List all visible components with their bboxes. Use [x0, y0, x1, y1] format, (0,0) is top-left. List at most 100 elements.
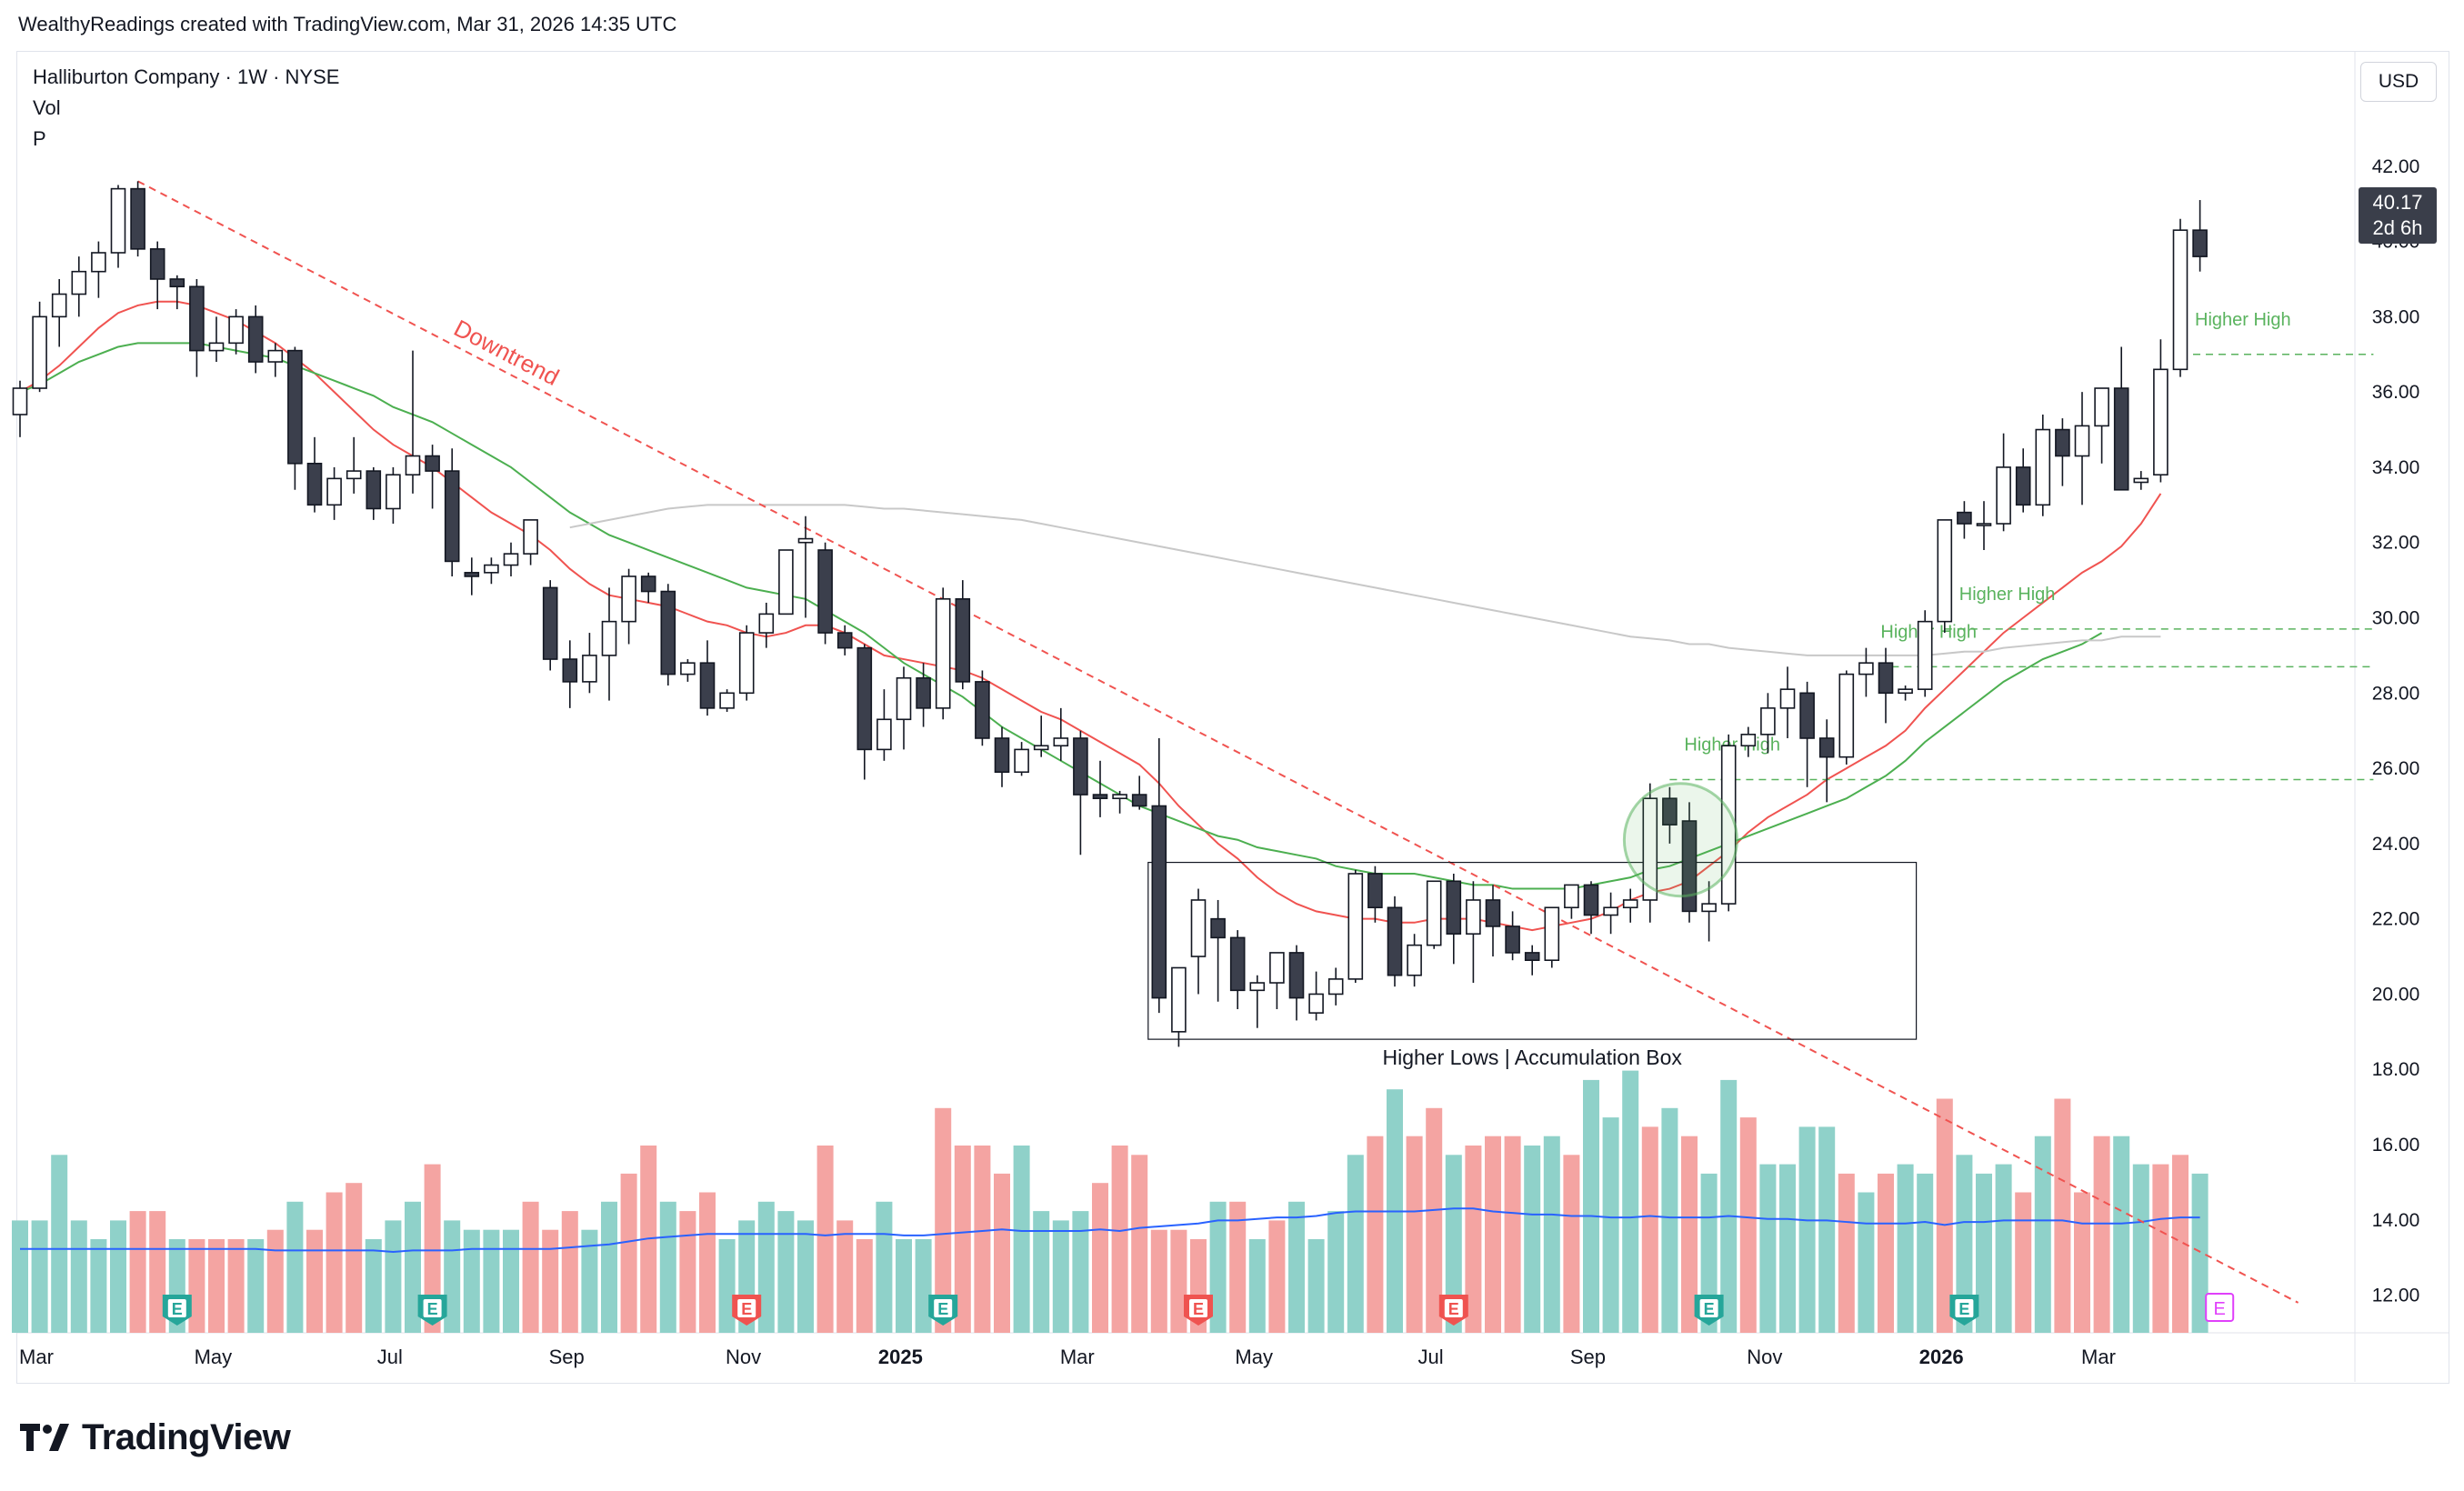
- volume-bar: [1445, 1155, 1462, 1333]
- candle-body: [1014, 748, 1029, 774]
- volume-bar: [816, 1146, 834, 1333]
- volume-bar: [797, 1220, 814, 1333]
- x-tick-label: Sep: [549, 1346, 585, 1368]
- volume-bar: [266, 1229, 284, 1333]
- volume-bar: [365, 1239, 382, 1333]
- volume-bar: [1720, 1079, 1738, 1333]
- candle-body: [1858, 662, 1874, 675]
- x-tick-label: May: [1235, 1346, 1273, 1368]
- candle-body: [130, 187, 145, 250]
- volume-bar: [542, 1229, 559, 1333]
- candle-body: [2153, 368, 2169, 476]
- candle-body: [876, 718, 892, 751]
- candle-body: [1505, 926, 1520, 954]
- volume-bar: [1209, 1201, 1227, 1333]
- candle-body: [1327, 978, 1344, 996]
- volume-bar: [503, 1229, 519, 1333]
- candle-body: [1407, 944, 1422, 976]
- higher-high-label: Higher High: [1959, 585, 2056, 605]
- candle-body: [2035, 428, 2051, 506]
- candle-body: [1485, 899, 1501, 927]
- candle-body: [778, 549, 794, 615]
- candle-body: [1957, 511, 1972, 525]
- candle-body: [542, 586, 558, 660]
- candle-body: [1426, 880, 1442, 946]
- volume-bar: [2191, 1173, 2209, 1333]
- earnings-marker-inner: [167, 1299, 186, 1317]
- volume-bar: [699, 1192, 716, 1333]
- candle-body: [975, 681, 990, 739]
- x-tick-label: Mar: [1060, 1346, 1095, 1368]
- candle-body: [621, 575, 636, 623]
- y-tick-label: 38.00: [2372, 306, 2420, 327]
- candle-body: [247, 315, 264, 363]
- candle-body: [896, 676, 912, 721]
- candle-body: [1112, 794, 1127, 800]
- candle-body: [228, 315, 244, 345]
- volume-bar: [1779, 1164, 1796, 1333]
- tradingview-logo[interactable]: TradingView: [20, 1415, 291, 1460]
- earnings-marker-inner: [423, 1299, 442, 1317]
- candle-body: [916, 676, 931, 709]
- candle-body: [1544, 906, 1560, 961]
- earnings-marker-label: E: [2214, 1299, 2226, 1319]
- candle-body: [1681, 820, 1698, 913]
- candle-body: [1249, 982, 1266, 992]
- volume-bar: [12, 1220, 28, 1333]
- candle-body: [91, 252, 106, 273]
- volume-bar: [2172, 1155, 2189, 1333]
- candle-body: [484, 564, 499, 574]
- candle-body: [464, 572, 480, 577]
- candle-body: [2172, 229, 2189, 371]
- earnings-marker-inner: [737, 1299, 756, 1317]
- candle-body: [582, 655, 597, 683]
- volume-bar: [129, 1211, 146, 1333]
- candle-body: [1976, 523, 1992, 526]
- volume-bar: [856, 1239, 873, 1333]
- volume-bar: [247, 1239, 265, 1333]
- candle-body: [699, 662, 716, 709]
- candle-body: [601, 620, 617, 656]
- volume-bar: [227, 1239, 245, 1333]
- candle-body: [1269, 952, 1285, 984]
- candle-body: [680, 662, 696, 675]
- candle-body: [1288, 952, 1305, 999]
- candle-body: [1367, 873, 1383, 909]
- candle-body: [719, 692, 735, 709]
- volume-bar: [1013, 1146, 1030, 1333]
- candle-body: [1818, 737, 1835, 758]
- y-tick-label: 24.00: [2372, 834, 2420, 855]
- y-tick-label: 14.00: [2372, 1210, 2420, 1231]
- y-tick-label: 12.00: [2372, 1286, 2420, 1306]
- candle-body: [1151, 805, 1167, 999]
- earnings-marker-inner: [1955, 1299, 1974, 1317]
- candle-body: [1171, 966, 1187, 1033]
- earnings-marker-label: E: [172, 1300, 183, 1318]
- candle-body: [71, 270, 87, 295]
- volume-bar: [444, 1220, 461, 1333]
- volume-bar: [70, 1220, 87, 1333]
- symbol-title[interactable]: Halliburton Company · 1W · NYSE: [33, 65, 340, 88]
- y-tick-label: 30.00: [2372, 608, 2420, 629]
- candle-body: [817, 549, 833, 634]
- candle-body: [1799, 692, 1815, 739]
- candle-body: [405, 455, 421, 476]
- earnings-marker-label: E: [1448, 1300, 1459, 1318]
- volume-bar: [915, 1239, 932, 1333]
- volume-bar: [2054, 1098, 2071, 1333]
- volume-bar: [110, 1220, 126, 1333]
- currency-button[interactable]: USD: [2360, 62, 2437, 102]
- volume-bar: [896, 1239, 912, 1333]
- volume-bar: [1327, 1211, 1345, 1333]
- pattern-indicator-label[interactable]: P: [33, 127, 46, 150]
- candle-body: [306, 462, 323, 506]
- candle-body: [1190, 899, 1207, 957]
- earnings-marker-label: E: [937, 1300, 948, 1318]
- volume-bar: [1602, 1117, 1619, 1333]
- candle-body: [523, 519, 538, 555]
- candle-body: [444, 470, 460, 563]
- volume-bar: [1622, 1070, 1639, 1333]
- y-tick-label: 28.00: [2372, 683, 2420, 704]
- volume-indicator-label[interactable]: Vol: [33, 96, 61, 119]
